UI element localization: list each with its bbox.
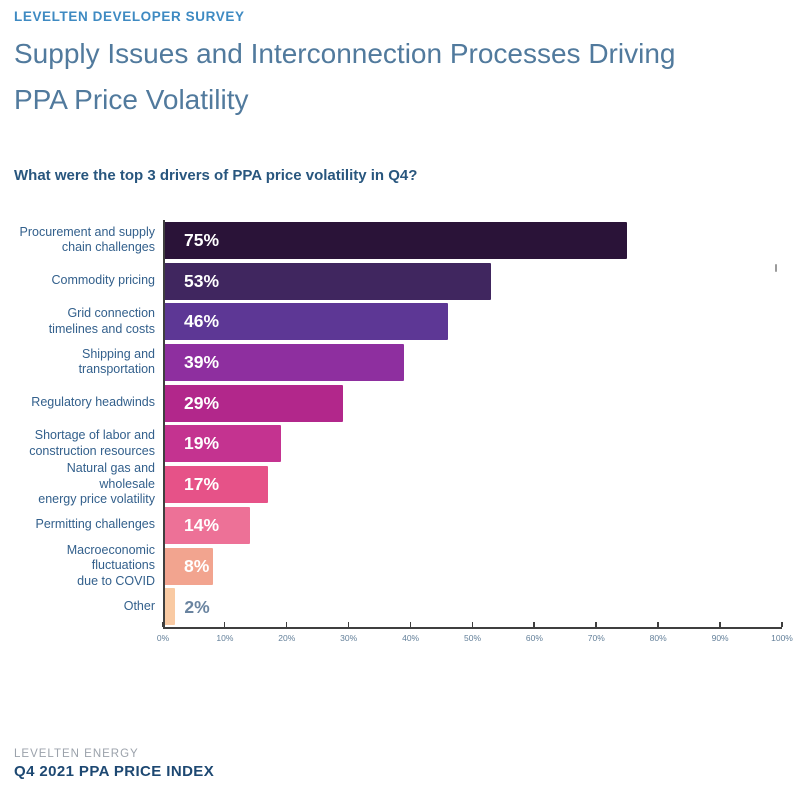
category-label: Permitting challenges	[35, 517, 155, 532]
x-axis-tick	[409, 622, 412, 627]
value-label: 19%	[184, 433, 220, 454]
x-axis-tick-label: 0%	[156, 633, 170, 643]
x-axis-tick-label: 60%	[525, 633, 543, 643]
x-axis-tick-label: 30%	[340, 633, 358, 643]
chart-row: Natural gas and wholesale energy price v…	[14, 461, 782, 507]
chart-row: Grid connection timelines and costs 46%	[14, 301, 782, 342]
x-axis-tick	[657, 622, 659, 627]
bar-chart: Procurement and supply chain challenges 7…	[14, 220, 793, 643]
bar: 8%	[163, 547, 213, 585]
chart-row: Other 2%	[14, 586, 782, 627]
chart-row: Procurement and supply chain challenges 7…	[14, 220, 782, 261]
footer-company-label: LEVELTEN ENERGY	[14, 748, 139, 760]
bar	[163, 588, 176, 626]
value-label: 53%	[184, 270, 220, 291]
x-axis-tick	[471, 622, 473, 627]
chart-row: Commodity pricing 53%	[14, 261, 782, 302]
bar-zone: 46%	[163, 301, 782, 342]
x-axis-tick	[533, 622, 535, 627]
x-axis-tick-label: 70%	[587, 633, 605, 643]
x-axis-tick	[781, 622, 783, 627]
category-label: Grid connection timelines and costs	[48, 306, 155, 336]
bar-zone: 75%	[163, 220, 782, 261]
x-axis-tick	[223, 622, 226, 627]
footer-report-label: Q4 2021 PPA PRICE INDEX	[14, 763, 215, 780]
bar: 39%	[163, 344, 405, 382]
chart-row: Macroeconomic fluctuations due to COVID 8…	[14, 542, 782, 588]
x-axis-tick	[595, 622, 597, 627]
x-axis-tick-label: 40%	[402, 633, 420, 643]
bar-zone: 2%	[163, 586, 782, 627]
category-label: Commodity pricing	[51, 273, 155, 288]
category-label: Regulatory headwinds	[31, 395, 155, 410]
bar-zone: 39%	[163, 342, 782, 383]
category-label: Macroeconomic fluctuations due to COVID	[66, 542, 155, 588]
x-axis-tick-label: 80%	[649, 633, 667, 643]
bar-zone: 29%	[163, 383, 782, 424]
bar: 29%	[163, 384, 343, 422]
chart-row: Shipping and transportation 39%	[14, 342, 782, 383]
chart-question-title: What were the top 3 drivers of PPA price…	[14, 167, 418, 184]
chart-row: Regulatory headwinds 29%	[14, 383, 782, 424]
bar-rows: Procurement and supply chain challenges 7…	[14, 220, 782, 627]
bar: 46%	[163, 303, 448, 341]
category-label: Natural gas and wholesale energy price v…	[38, 461, 155, 507]
x-axis-tick	[347, 622, 350, 627]
x-axis-tick	[162, 622, 164, 627]
category-label: Shortage of labor and construction resou…	[29, 428, 155, 458]
chart-row: Shortage of labor and construction resou…	[14, 423, 782, 464]
y-axis-line	[163, 220, 165, 628]
bar: 75%	[163, 222, 628, 259]
value-label: 75%	[184, 230, 220, 250]
category-label: Shipping and transportation	[78, 346, 155, 377]
x-axis-tick	[285, 622, 288, 627]
x-axis-tick	[719, 622, 721, 627]
value-label: 46%	[184, 311, 220, 332]
bar-zone: 8%	[163, 546, 782, 587]
value-label: 14%	[184, 514, 220, 535]
x-axis-tick-label: 50%	[463, 633, 482, 643]
eyebrow-label: LEVELTEN DEVELOPER SURVEY	[14, 9, 245, 24]
x-axis-tick-label: 90%	[711, 633, 729, 643]
category-label: Other	[123, 598, 155, 613]
page-title: Supply Issues and Interconnection Proces…	[14, 38, 676, 115]
chart-row: Permitting challenges 14%	[14, 505, 782, 546]
bar-zone: 53%	[163, 261, 782, 302]
value-label: 39%	[184, 352, 220, 373]
bar-zone: 17%	[163, 464, 782, 505]
value-label: 29%	[184, 392, 220, 413]
x-axis-tick-label: 10%	[216, 633, 234, 643]
bar-zone: 14%	[163, 505, 782, 546]
bar: 17%	[163, 466, 269, 504]
bar: 19%	[163, 425, 281, 463]
stray-mark	[775, 264, 777, 272]
bar: 14%	[163, 506, 250, 544]
value-label: 17%	[184, 474, 220, 495]
x-axis: 0% 10% 20% 30% 40% 50% 60% 70% 80% 90% 100%	[157, 622, 793, 651]
bar-zone: 19%	[163, 423, 782, 464]
x-axis-tick-label: 100%	[771, 633, 793, 643]
bar: 53%	[163, 262, 492, 300]
value-label: 8%	[184, 555, 210, 576]
value-label: 2%	[184, 597, 210, 618]
category-label: Procurement and supply chain challenges	[19, 224, 156, 255]
x-axis-tick-label: 20%	[278, 633, 296, 643]
